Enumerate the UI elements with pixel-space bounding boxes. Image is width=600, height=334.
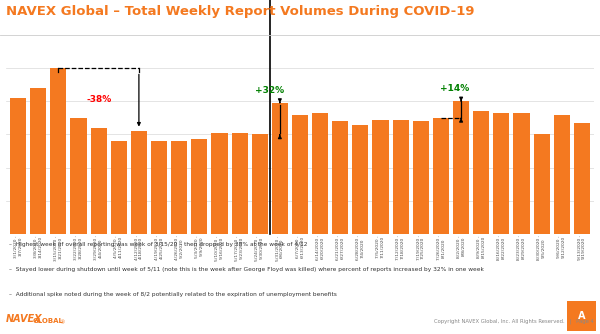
Bar	[30, 88, 46, 234]
Bar	[554, 115, 570, 234]
Bar	[292, 115, 308, 234]
Text: A: A	[578, 311, 585, 321]
Bar	[191, 139, 208, 234]
Text: –  Highest week of overall reporting was week of 3/15/20 – then dropped by 38% a: – Highest week of overall reporting was …	[9, 242, 308, 247]
Bar	[91, 128, 107, 234]
Bar	[453, 101, 469, 234]
Bar	[312, 113, 328, 234]
Bar	[251, 135, 268, 234]
Bar	[433, 118, 449, 234]
Text: –  Additional spike noted during the week of 8/2 potentially related to the expi: – Additional spike noted during the week…	[9, 292, 337, 297]
Bar	[232, 133, 248, 234]
Text: NAVEX: NAVEX	[6, 314, 43, 324]
Bar	[533, 135, 550, 234]
Bar	[473, 111, 489, 234]
Text: GLOBAL: GLOBAL	[33, 318, 64, 324]
Text: ®: ®	[59, 321, 64, 326]
Text: Copyright NAVEX Global, Inc. All Rights Reserved.   |   Page 4: Copyright NAVEX Global, Inc. All Rights …	[434, 319, 594, 324]
Text: -38%: -38%	[86, 95, 111, 104]
Bar	[352, 125, 368, 234]
Bar	[332, 121, 349, 234]
Bar	[171, 141, 187, 234]
Text: +14%: +14%	[440, 84, 470, 93]
Bar	[392, 120, 409, 234]
Bar	[111, 141, 127, 234]
Text: NAVEX Global – Total Weekly Report Volumes During COVID-19: NAVEX Global – Total Weekly Report Volum…	[6, 5, 475, 18]
Text: +32%: +32%	[255, 86, 284, 95]
Bar	[10, 98, 26, 234]
Bar	[50, 68, 67, 234]
Bar	[373, 120, 389, 234]
Bar	[70, 118, 86, 234]
Bar	[514, 113, 530, 234]
Text: –  Stayed lower during shutdown until week of 5/11 (note this is the week after : – Stayed lower during shutdown until wee…	[9, 267, 484, 272]
Bar	[211, 133, 227, 234]
Bar	[574, 123, 590, 234]
Bar	[131, 131, 147, 234]
Bar	[272, 103, 288, 234]
Bar	[493, 113, 509, 234]
Bar	[151, 141, 167, 234]
Bar	[413, 121, 429, 234]
